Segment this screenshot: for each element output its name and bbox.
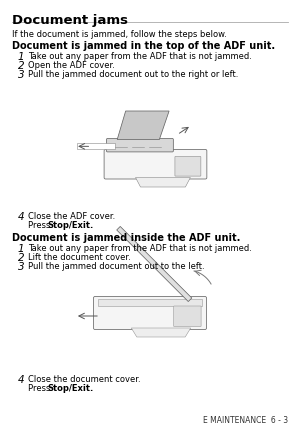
Text: Take out any paper from the ADF that is not jammed.: Take out any paper from the ADF that is … <box>28 244 252 253</box>
Text: If the document is jammed, follow the steps below.: If the document is jammed, follow the st… <box>12 30 227 39</box>
Polygon shape <box>131 328 191 337</box>
Text: 1: 1 <box>18 52 25 62</box>
Text: 4: 4 <box>18 212 25 222</box>
Text: 3: 3 <box>18 70 25 80</box>
Text: 3: 3 <box>18 262 25 272</box>
Text: E MAINTENANCE  6 - 3: E MAINTENANCE 6 - 3 <box>203 416 288 425</box>
Text: 4: 4 <box>18 375 25 385</box>
Polygon shape <box>77 144 115 149</box>
Text: Document jams: Document jams <box>12 14 128 27</box>
Polygon shape <box>117 227 192 301</box>
Text: Take out any paper from the ADF that is not jammed.: Take out any paper from the ADF that is … <box>28 52 252 61</box>
Text: Lift the document cover.: Lift the document cover. <box>28 253 131 262</box>
Text: Pull the jammed document out to the left.: Pull the jammed document out to the left… <box>28 262 205 271</box>
Text: 2: 2 <box>18 61 25 71</box>
Text: Close the ADF cover.: Close the ADF cover. <box>28 212 115 221</box>
Text: Close the document cover.: Close the document cover. <box>28 375 141 384</box>
Text: 1: 1 <box>18 244 25 254</box>
Text: 2: 2 <box>18 253 25 263</box>
FancyBboxPatch shape <box>174 306 201 326</box>
Polygon shape <box>117 111 169 139</box>
FancyBboxPatch shape <box>175 156 201 176</box>
FancyBboxPatch shape <box>98 299 202 306</box>
Text: Pull the jammed document out to the right or left.: Pull the jammed document out to the righ… <box>28 70 239 79</box>
FancyBboxPatch shape <box>94 297 206 329</box>
Text: Document is jammed in the top of the ADF unit.: Document is jammed in the top of the ADF… <box>12 41 275 51</box>
FancyBboxPatch shape <box>104 150 207 179</box>
Text: Press: Press <box>28 221 53 230</box>
FancyBboxPatch shape <box>106 139 173 152</box>
Text: Document is jammed inside the ADF unit.: Document is jammed inside the ADF unit. <box>12 233 240 243</box>
Text: Press: Press <box>28 384 53 393</box>
Text: Stop/Exit.: Stop/Exit. <box>47 384 93 393</box>
Text: Open the ADF cover.: Open the ADF cover. <box>28 61 115 70</box>
Text: Stop/Exit.: Stop/Exit. <box>47 221 93 230</box>
Polygon shape <box>136 178 190 187</box>
